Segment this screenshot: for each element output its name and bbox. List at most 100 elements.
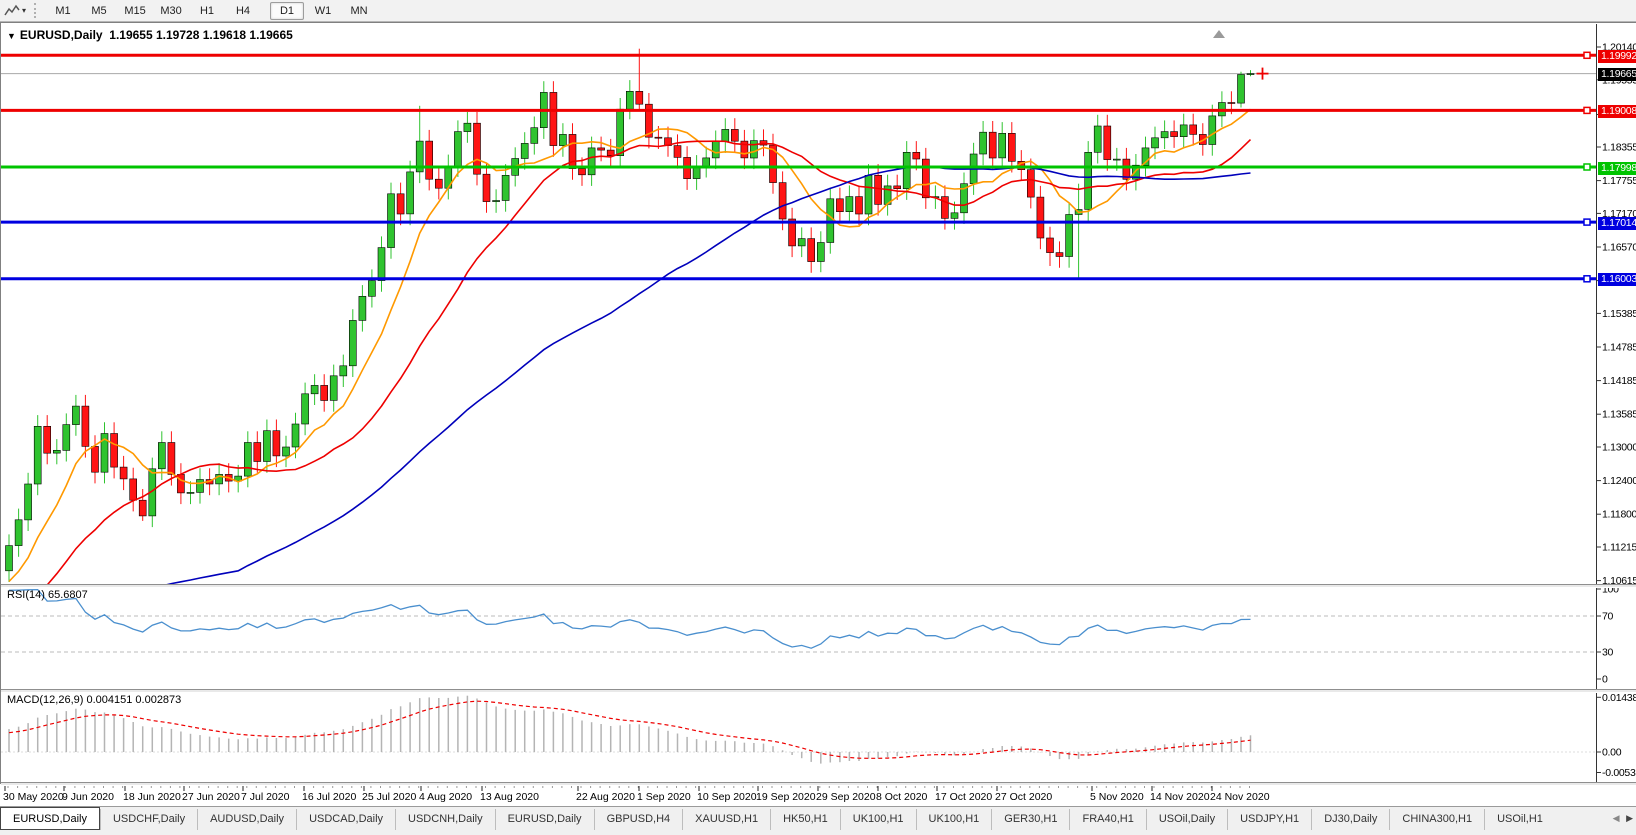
chart-tab-AUDUSD-Daily[interactable]: AUDUSD,Daily: [197, 809, 296, 830]
timeframe-button-M15[interactable]: M15: [124, 4, 146, 17]
hline-price-label: 1.19992: [1598, 49, 1636, 63]
svg-text:0.00: 0.00: [1602, 747, 1622, 759]
chart-tab-USOil-H1[interactable]: USOil,H1: [1484, 809, 1555, 830]
svg-text:30: 30: [1602, 647, 1614, 659]
pane-separator[interactable]: [1, 689, 1636, 693]
chart-tab-USDCHF-Daily[interactable]: USDCHF,Daily: [99, 809, 197, 830]
chart-tab-HK50-H1[interactable]: HK50,H1: [770, 809, 840, 830]
chart-window: ▼ EURUSD,Daily 1.19655 1.19728 1.19618 1.…: [0, 22, 1636, 807]
hline-handle[interactable]: [1583, 218, 1591, 226]
tab-scroll-right-icon[interactable]: ▶: [1626, 813, 1633, 823]
timeframe-buttons: M1 M5 M15 M30 H1 H4 D1 W1 MN: [45, 1, 385, 20]
timeframe-button-D1[interactable]: D1: [270, 1, 305, 20]
date-axis[interactable]: 30 May 2020 9 Jun 2020 18 Jun 2020 27 Jun 2…: [0, 784, 1636, 806]
svg-text:1.14185: 1.14185: [1602, 375, 1636, 387]
chart-tab-USOil-Daily[interactable]: USOil,Daily: [1145, 809, 1227, 830]
timeframe-button-M5[interactable]: M5: [91, 4, 107, 17]
svg-text:1.14785: 1.14785: [1602, 342, 1636, 354]
chart-line-icon[interactable]: ▾: [0, 1, 30, 20]
macd-label: MACD(12,26,9) 0.004151 0.002873: [7, 694, 182, 706]
date-axis-label: 30 May 2020: [3, 791, 64, 803]
macd-histogram: [8, 695, 1252, 764]
last-price-cross-icon: [1256, 67, 1269, 80]
ma-line-20: [46, 139, 1252, 584]
toolbar-grip[interactable]: [34, 3, 40, 18]
svg-text:1.16570: 1.16570: [1602, 242, 1636, 254]
timeframe-button-M1[interactable]: M1: [55, 4, 71, 17]
date-axis-label: 25 Jul 2020: [362, 791, 417, 803]
pane-separator[interactable]: [1, 584, 1636, 588]
rsi-line: [8, 588, 1251, 649]
chart-ohlc-values: 1.19655 1.19728 1.19618 1.19665: [109, 28, 293, 42]
rsi-pane[interactable]: RSI(14) 65.6807: [1, 587, 1596, 689]
current-price-label: 1.19665: [1598, 68, 1636, 82]
date-axis-label: 16 Jul 2020: [302, 791, 357, 803]
date-axis-label: 17 Oct 2020: [935, 791, 993, 803]
svg-text:1.15385: 1.15385: [1602, 308, 1636, 320]
chart-tab-USDCAD-Daily[interactable]: USDCAD,Daily: [296, 809, 395, 830]
date-axis-label: 8 Oct 2020: [876, 791, 928, 803]
chart-tab-EURUSD-Daily[interactable]: EURUSD,Daily: [494, 809, 594, 830]
timeframe-button-MN[interactable]: MN: [350, 4, 368, 17]
chart-shift-marker-icon[interactable]: [1213, 30, 1225, 38]
hline-handle[interactable]: [1583, 163, 1591, 171]
hline-price-label: 1.17998: [1598, 161, 1636, 175]
chart-tab-CHINA300-H1[interactable]: CHINA300,H1: [1389, 809, 1484, 830]
collapse-triangle-icon[interactable]: ▼: [7, 31, 16, 41]
svg-text:0: 0: [1602, 674, 1608, 686]
hline-price-label: 1.19008: [1598, 104, 1636, 118]
chart-title: ▼ EURUSD,Daily 1.19655 1.19728 1.19618 1.…: [7, 28, 293, 42]
hline-price-label: 1.17014: [1598, 216, 1636, 230]
chart-tab-USDCNH-Daily[interactable]: USDCNH,Daily: [395, 809, 495, 830]
svg-text:1.11215: 1.11215: [1602, 542, 1636, 554]
timeframe-button-W1[interactable]: W1: [314, 4, 332, 17]
timeframe-button-H1[interactable]: H1: [199, 4, 215, 17]
svg-text:1.17755: 1.17755: [1602, 175, 1636, 187]
date-axis-label: 1 Sep 2020: [637, 791, 691, 803]
rsi-label: RSI(14) 65.6807: [7, 589, 88, 601]
date-axis-label: 7 Jul 2020: [241, 791, 290, 803]
svg-text:1.13000: 1.13000: [1602, 442, 1636, 454]
chart-tab-UK100-H1[interactable]: UK100,H1: [915, 809, 992, 830]
price-axis[interactable]: 1.201401.195551.189351.183551.177551.171…: [1596, 24, 1636, 785]
date-axis-label: 13 Aug 2020: [480, 791, 539, 803]
candlestick-chart[interactable]: [1, 24, 1596, 584]
timeframe-button-M30[interactable]: M30: [160, 4, 182, 17]
svg-text:70: 70: [1602, 611, 1614, 623]
chart-symbol-label: EURUSD,Daily: [19, 28, 103, 42]
svg-text:-0.00539: -0.00539: [1602, 767, 1636, 779]
chart-tabs: EURUSD,Daily USDCHF,Daily AUDUSD,Daily USDC…: [0, 807, 1555, 830]
chart-tab-FRA40-H1[interactable]: FRA40,H1: [1069, 809, 1145, 830]
chart-tab-bar: EURUSD,Daily USDCHF,Daily AUDUSD,Daily USDC…: [0, 806, 1636, 835]
svg-text:0.014384: 0.014384: [1602, 692, 1636, 704]
date-axis-label: 19 Sep 2020: [756, 791, 816, 803]
date-axis-label: 22 Aug 2020: [576, 791, 635, 803]
chart-tab-XAUUSD-H1[interactable]: XAUUSD,H1: [682, 809, 770, 830]
chart-tab-UK100-H1[interactable]: UK100,H1: [839, 809, 916, 830]
chart-line-icon-glyph: [4, 4, 20, 15]
chart-tab-EURUSD-Daily[interactable]: EURUSD,Daily: [0, 807, 100, 830]
date-axis-label: 29 Sep 2020: [816, 791, 876, 803]
timeframe-button-H4[interactable]: H4: [235, 4, 251, 17]
hline-handle[interactable]: [1583, 51, 1591, 60]
main-chart-pane[interactable]: ▼ EURUSD,Daily 1.19655 1.19728 1.19618 1.…: [1, 24, 1596, 584]
chart-tab-GER30-H1[interactable]: GER30,H1: [991, 809, 1069, 830]
rsi-chart: [1, 588, 1596, 653]
chevron-down-icon: ▾: [22, 6, 27, 15]
svg-text:1.12400: 1.12400: [1602, 475, 1636, 487]
date-axis-label: 5 Nov 2020: [1090, 791, 1144, 803]
date-axis-label: 27 Jun 2020: [182, 791, 240, 803]
chart-tab-DJ30-Daily[interactable]: DJ30,Daily: [1311, 809, 1389, 830]
candles-layer: [5, 48, 1255, 582]
hline-handle[interactable]: [1583, 106, 1591, 115]
ma-line-55: [166, 165, 1251, 584]
hline-handle[interactable]: [1583, 275, 1591, 283]
chart-tab-GBPUSD-H4[interactable]: GBPUSD,H4: [593, 809, 683, 830]
macd-pane[interactable]: MACD(12,26,9) 0.004151 0.002873: [1, 692, 1596, 782]
chart-tab-USDJPY-H1[interactable]: USDJPY,H1: [1227, 809, 1311, 830]
tab-scroll-left-icon[interactable]: ◀: [1612, 813, 1620, 823]
date-axis-label: 18 Jun 2020: [123, 791, 181, 803]
tab-scroll-arrows: ◀ ▶: [1609, 813, 1633, 824]
date-axis-label: 10 Sep 2020: [697, 791, 757, 803]
